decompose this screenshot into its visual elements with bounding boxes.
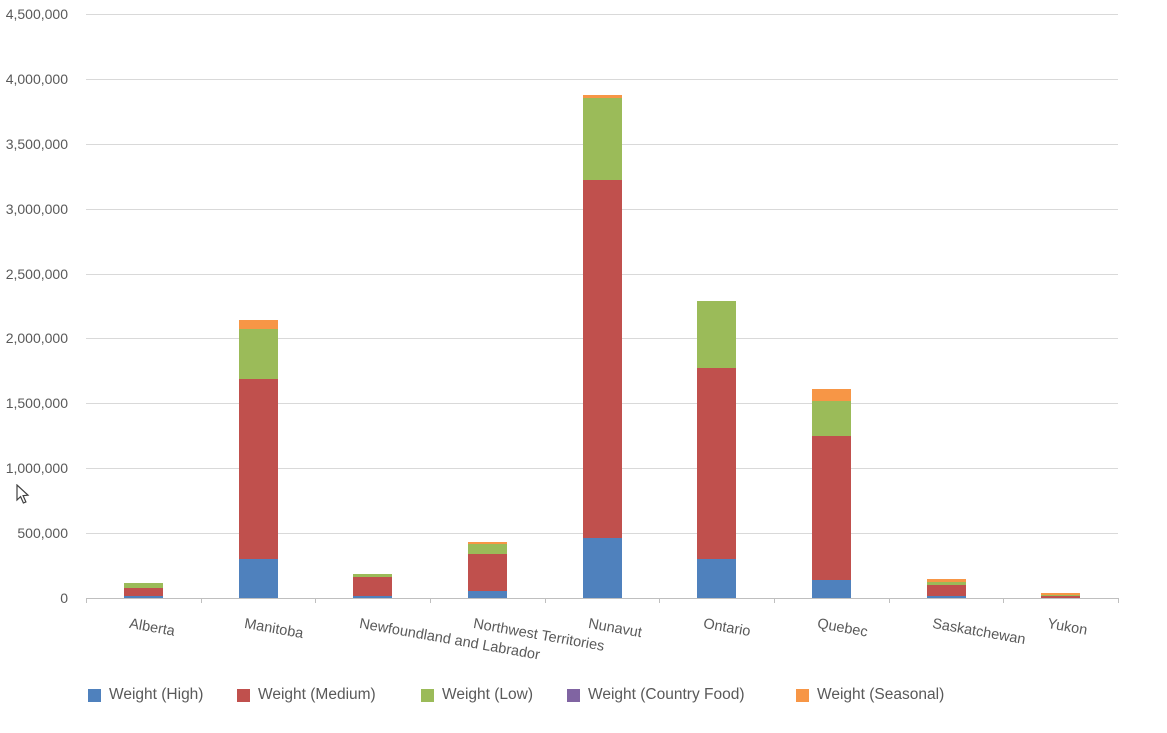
y-tick-label: 3,000,000 bbox=[5, 200, 68, 217]
y-tick-label: 1,500,000 bbox=[5, 395, 68, 412]
bar-segment-manitoba-1[interactable] bbox=[238, 379, 278, 560]
y-tick-label: 0 bbox=[60, 590, 68, 606]
bar-segment-newfoundland-and-labrador-2[interactable] bbox=[353, 573, 393, 578]
bar-segment-manitoba-4[interactable] bbox=[238, 319, 278, 329]
legend-swatch-icon bbox=[88, 688, 101, 702]
bar-segment-saskatchewan-1[interactable] bbox=[926, 585, 966, 597]
bar-segment-yukon-4[interactable] bbox=[1041, 593, 1081, 595]
bar-segment-quebec-1[interactable] bbox=[811, 435, 851, 581]
bar-segment-quebec-4[interactable] bbox=[811, 389, 851, 401]
legend-swatch-icon bbox=[796, 688, 809, 702]
bar-segment-alberta-2[interactable] bbox=[123, 582, 163, 588]
category-label: Saskatchewan bbox=[931, 615, 1027, 649]
x-axis-tick bbox=[544, 598, 546, 603]
x-axis-tick bbox=[659, 598, 661, 603]
bar-segment-northwest-territories-2[interactable] bbox=[467, 544, 507, 554]
legend-swatch-icon bbox=[237, 688, 250, 702]
category-label: Manitoba bbox=[243, 615, 305, 643]
legend-item-2[interactable]: Weight (Medium) bbox=[237, 684, 376, 706]
y-tick-label: 2,000,000 bbox=[5, 330, 68, 347]
legend-label: Weight (Seasonal) bbox=[817, 686, 945, 703]
legend-swatch-icon bbox=[567, 688, 580, 702]
gridline bbox=[86, 14, 1118, 15]
bar-segment-saskatchewan-2[interactable] bbox=[926, 582, 966, 586]
gridline bbox=[86, 78, 1118, 80]
bar-segment-newfoundland-and-labrador-1[interactable] bbox=[353, 577, 393, 597]
bar-segment-alberta-0[interactable] bbox=[123, 596, 163, 598]
y-tick-label: 3,500,000 bbox=[5, 135, 68, 152]
bar-segment-nunavut-4[interactable] bbox=[582, 95, 622, 98]
category-label: Ontario bbox=[701, 615, 752, 641]
mouse-cursor-icon bbox=[16, 484, 30, 504]
bar-segment-saskatchewan-0[interactable] bbox=[926, 596, 966, 598]
legend-item-3[interactable]: Weight (Low) bbox=[421, 684, 533, 706]
legend-label: Weight (Medium) bbox=[258, 686, 376, 703]
x-axis-tick bbox=[315, 598, 317, 603]
bar-segment-quebec-0[interactable] bbox=[811, 580, 851, 598]
bar-segment-alberta-1[interactable] bbox=[123, 587, 163, 597]
y-tick-label: 500,000 bbox=[17, 525, 68, 542]
legend-item-1[interactable]: Weight (High) bbox=[88, 684, 203, 706]
legend-label: Weight (Low) bbox=[442, 686, 534, 703]
x-axis-tick bbox=[430, 598, 431, 603]
bar-segment-nunavut-0[interactable] bbox=[582, 538, 622, 598]
y-tick-label: 1,000,000 bbox=[5, 460, 68, 477]
category-label: Yukon bbox=[1045, 615, 1089, 639]
bar-segment-saskatchewan-4[interactable] bbox=[926, 579, 966, 583]
x-axis-tick bbox=[888, 598, 890, 603]
legend-item-4[interactable]: Weight (Country Food) bbox=[567, 684, 745, 706]
y-tick-label: 4,000,000 bbox=[5, 70, 68, 87]
legend-label: Weight (Country Food) bbox=[588, 686, 745, 703]
bar-segment-quebec-2[interactable] bbox=[811, 400, 851, 436]
bar-segment-northwest-territories-0[interactable] bbox=[467, 590, 507, 598]
legend: Weight (High) Weight (Medium) Weight (Low)… bbox=[0, 684, 1167, 708]
bar-segment-newfoundland-and-labrador-0[interactable] bbox=[353, 596, 393, 598]
y-tick-label: 2,500,000 bbox=[5, 265, 68, 282]
legend-swatch-icon bbox=[421, 688, 434, 702]
bar-segment-ontario-1[interactable] bbox=[697, 368, 737, 560]
bar-segment-yukon-2[interactable] bbox=[1041, 594, 1081, 597]
category-label: Alberta bbox=[128, 615, 177, 640]
bar-segment-northwest-territories-1[interactable] bbox=[467, 553, 507, 591]
bar-segment-manitoba-0[interactable] bbox=[238, 559, 278, 598]
bar-segment-manitoba-2[interactable] bbox=[238, 328, 278, 380]
x-axis-tick bbox=[1118, 598, 1119, 603]
x-axis-tick bbox=[774, 598, 775, 603]
x-axis-tick bbox=[200, 598, 202, 603]
legend-item-5[interactable]: Weight (Seasonal) bbox=[796, 684, 944, 706]
bar-segment-ontario-0[interactable] bbox=[697, 559, 737, 598]
x-axis-line bbox=[86, 598, 1118, 599]
bar-segment-northwest-territories-4[interactable] bbox=[467, 542, 507, 545]
bar-segment-yukon-1[interactable] bbox=[1041, 596, 1081, 598]
bar-segment-nunavut-2[interactable] bbox=[582, 97, 622, 181]
x-axis-tick bbox=[86, 598, 87, 603]
y-tick-label: 4,500,000 bbox=[5, 6, 68, 22]
legend-label: Weight (High) bbox=[109, 686, 204, 703]
bar-segment-ontario-2[interactable] bbox=[697, 301, 737, 369]
bar-segment-nunavut-1[interactable] bbox=[582, 180, 622, 539]
x-axis-tick bbox=[1003, 598, 1005, 603]
category-label: Quebec bbox=[816, 615, 870, 641]
